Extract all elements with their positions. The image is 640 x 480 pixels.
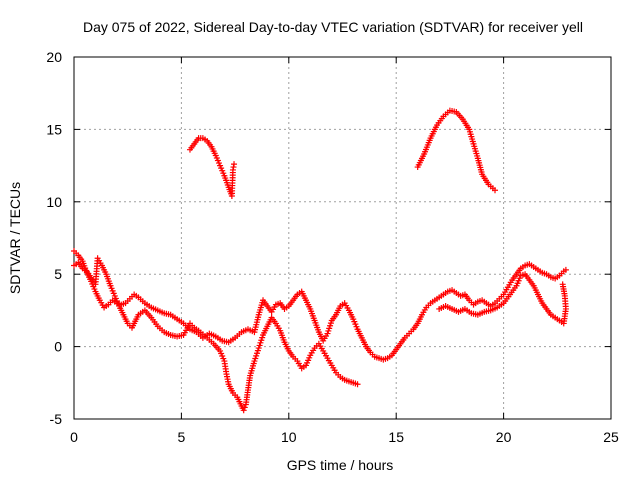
data-point: [327, 320, 334, 327]
data-point: [324, 330, 331, 337]
series-track-main: [71, 248, 569, 363]
data-point: [231, 161, 238, 168]
series-track-secondary: [71, 255, 361, 414]
data-points: [71, 107, 569, 414]
y-tick-label: 15: [46, 121, 62, 137]
data-point: [492, 187, 499, 194]
data-point: [259, 334, 266, 341]
x-axis-label: GPS time / hours: [287, 457, 394, 473]
data-point: [562, 266, 569, 273]
y-tick-label: -5: [50, 411, 63, 427]
data-point: [354, 381, 361, 388]
data-point: [252, 355, 259, 362]
x-tick-label: 15: [388, 429, 404, 445]
y-tick-label: 5: [54, 266, 62, 282]
data-point: [241, 404, 248, 411]
y-tick-label: 10: [46, 194, 62, 210]
x-tick-label: 25: [603, 429, 619, 445]
data-point: [255, 345, 262, 352]
y-tick-label: 20: [46, 49, 62, 65]
y-axis-label: SDTVAR / TECUs: [7, 182, 23, 294]
data-point: [256, 342, 263, 349]
data-point: [325, 327, 332, 334]
data-point: [257, 339, 264, 346]
data-point: [327, 322, 334, 329]
data-point: [240, 407, 247, 414]
chart-title: Day 075 of 2022, Sidereal Day-to-day VTE…: [83, 19, 583, 35]
data-point: [254, 350, 261, 357]
series-track-tertiary: [436, 271, 569, 327]
data-point: [559, 281, 566, 288]
x-tick-label: 0: [70, 429, 78, 445]
x-tick-label: 5: [178, 429, 186, 445]
data-point: [254, 347, 261, 354]
y-tick-label: 0: [54, 339, 62, 355]
data-point: [258, 337, 265, 344]
plot-frame: [73, 56, 612, 420]
axis-ticks: 0 5 10 15 20 25 -5 0 5 10 15 20: [46, 49, 619, 445]
data-point: [251, 358, 258, 365]
x-tick-label: 20: [496, 429, 512, 445]
grid-lines: [74, 57, 611, 419]
x-tick-label: 10: [281, 429, 297, 445]
series-arc-morning-high: [186, 135, 238, 200]
data-point: [253, 352, 260, 359]
data-point: [326, 325, 333, 332]
series-arc-evening-high: [414, 107, 499, 194]
